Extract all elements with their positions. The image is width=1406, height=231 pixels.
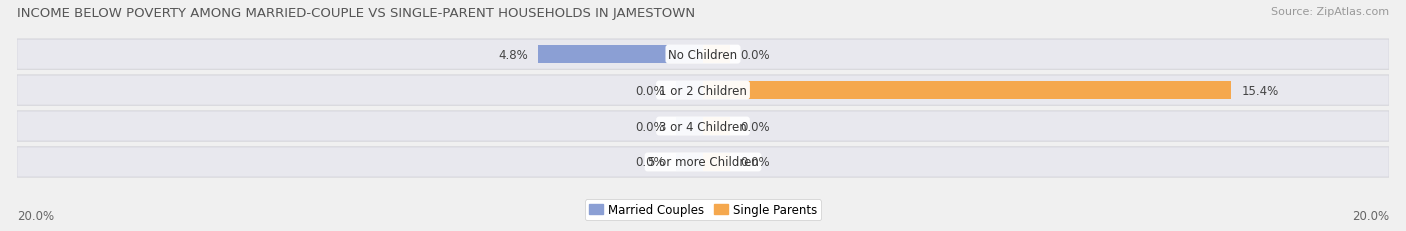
Text: 0.0%: 0.0% — [741, 156, 770, 169]
Bar — [703, 46, 731, 64]
Text: 5 or more Children: 5 or more Children — [648, 156, 758, 169]
Bar — [675, 153, 703, 172]
Bar — [675, 117, 703, 136]
Text: 0.0%: 0.0% — [741, 120, 770, 133]
Text: 4.8%: 4.8% — [498, 48, 529, 61]
Bar — [675, 81, 703, 100]
FancyBboxPatch shape — [17, 40, 1389, 70]
Text: 0.0%: 0.0% — [636, 84, 665, 97]
Text: 3 or 4 Children: 3 or 4 Children — [659, 120, 747, 133]
Text: 20.0%: 20.0% — [1353, 209, 1389, 222]
FancyBboxPatch shape — [17, 147, 1389, 177]
FancyBboxPatch shape — [17, 111, 1389, 142]
FancyBboxPatch shape — [17, 76, 1389, 106]
Text: 20.0%: 20.0% — [17, 209, 53, 222]
Legend: Married Couples, Single Parents: Married Couples, Single Parents — [585, 199, 821, 221]
Bar — [703, 81, 1232, 100]
Text: 0.0%: 0.0% — [636, 156, 665, 169]
Text: Source: ZipAtlas.com: Source: ZipAtlas.com — [1271, 7, 1389, 17]
Text: 15.4%: 15.4% — [1241, 84, 1279, 97]
Bar — [703, 153, 731, 172]
Text: No Children: No Children — [668, 48, 738, 61]
Text: 0.0%: 0.0% — [636, 120, 665, 133]
Bar — [538, 46, 703, 64]
Text: 1 or 2 Children: 1 or 2 Children — [659, 84, 747, 97]
Text: 0.0%: 0.0% — [741, 48, 770, 61]
Bar — [703, 117, 731, 136]
Text: INCOME BELOW POVERTY AMONG MARRIED-COUPLE VS SINGLE-PARENT HOUSEHOLDS IN JAMESTO: INCOME BELOW POVERTY AMONG MARRIED-COUPL… — [17, 7, 695, 20]
